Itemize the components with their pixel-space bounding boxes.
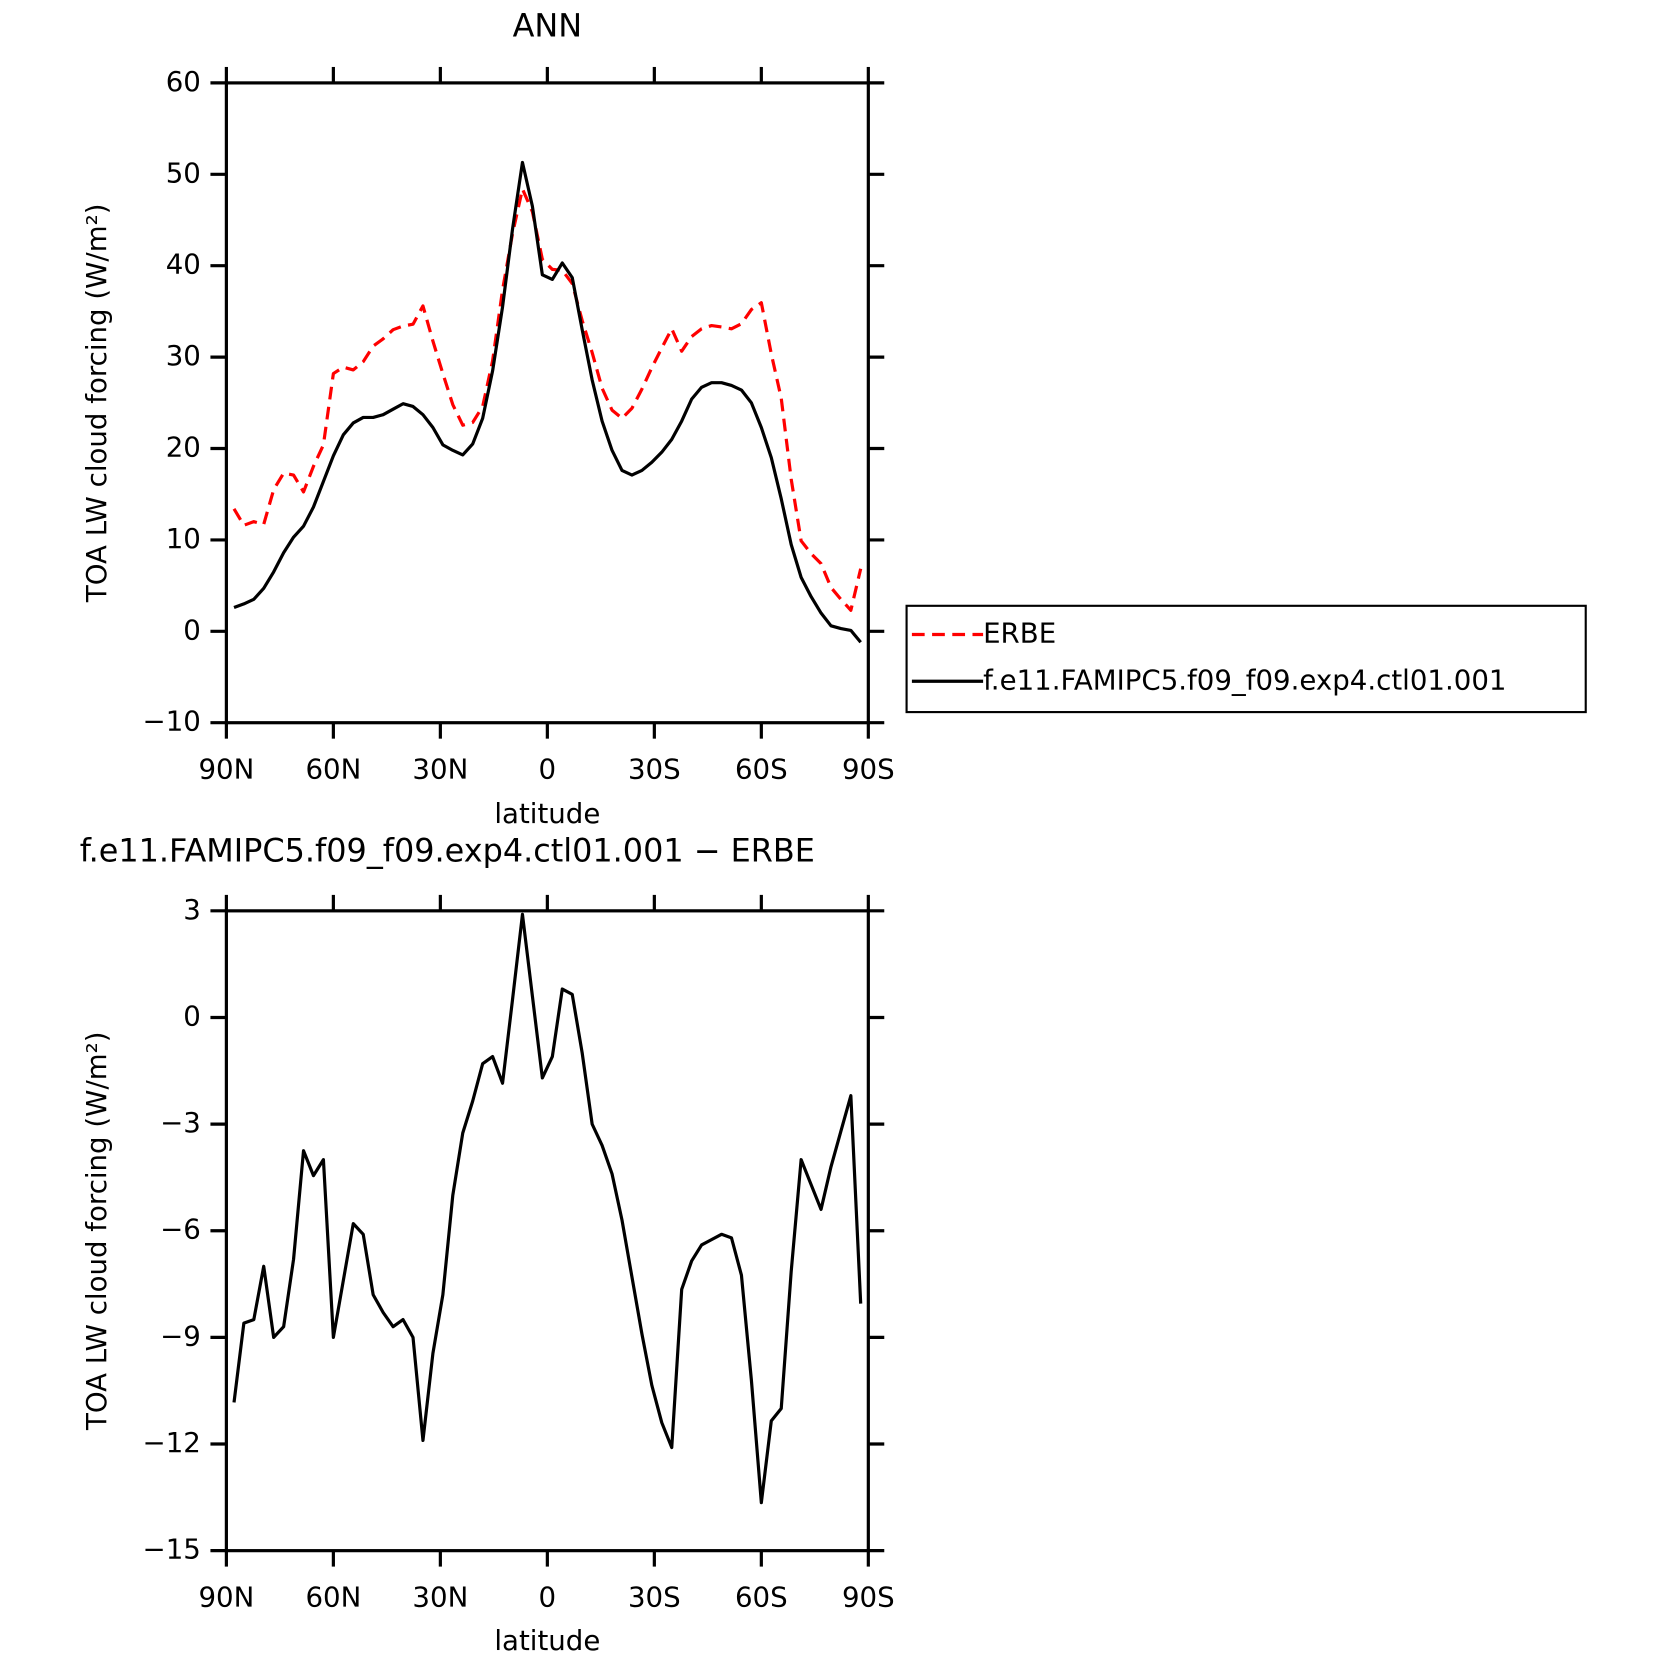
plot-frame [224, 909, 870, 1553]
y-tick-label: 0 [183, 999, 201, 1032]
x-tick-label: 60S [735, 753, 788, 786]
x-axis-label: latitude [494, 1624, 600, 1657]
y-tick-label: 20 [166, 431, 201, 464]
x-tick-label: 90N [198, 1580, 254, 1613]
x-axis-label: latitude [494, 797, 600, 830]
y-tick-label: 0 [183, 613, 201, 646]
x-tick-label: 90N [198, 753, 254, 786]
y-axis-label: TOA LW cloud forcing (W/m²) [80, 204, 113, 604]
x-tick-label: 90S [842, 1580, 895, 1613]
data-line [232, 187, 863, 612]
data-line [232, 912, 863, 1505]
y-tick-label: 3 [183, 893, 201, 926]
x-tick-label: 60N [305, 1580, 361, 1613]
x-tick-label: 90S [842, 753, 895, 786]
y-tick-label: −10 [143, 705, 201, 738]
x-tick-label: 60S [735, 1580, 788, 1613]
x-tick-label: 0 [539, 1580, 557, 1613]
y-tick-label: 40 [166, 248, 201, 281]
y-tick-label: −3 [160, 1106, 201, 1139]
x-tick-label: 30S [628, 753, 681, 786]
chart-title: ANN [513, 7, 583, 45]
y-tick-label: −12 [143, 1426, 201, 1459]
legend-label: f.e11.FAMIPC5.f09_f09.exp4.ctl01.001 [983, 663, 1506, 696]
y-tick-label: −15 [143, 1533, 201, 1566]
chart-title: f.e11.FAMIPC5.f09_f09.exp4.ctl01.001 − E… [80, 831, 815, 869]
y-tick-label: 30 [166, 339, 201, 372]
data-line [233, 160, 862, 644]
y-tick-label: 60 [166, 65, 201, 98]
x-tick-label: 30N [412, 753, 468, 786]
plot-frame [224, 81, 870, 725]
x-tick-label: 30S [628, 1580, 681, 1613]
y-axis-label: TOA LW cloud forcing (W/m²) [80, 1031, 113, 1431]
legend-label: ERBE [983, 617, 1056, 650]
y-tick-label: 50 [166, 156, 201, 189]
y-tick-label: 10 [166, 522, 201, 555]
x-tick-label: 60N [305, 753, 361, 786]
x-tick-label: 30N [412, 1580, 468, 1613]
y-tick-label: −9 [160, 1319, 201, 1352]
legend-box [905, 604, 1587, 714]
y-tick-label: −6 [160, 1213, 201, 1246]
x-tick-label: 0 [539, 753, 557, 786]
